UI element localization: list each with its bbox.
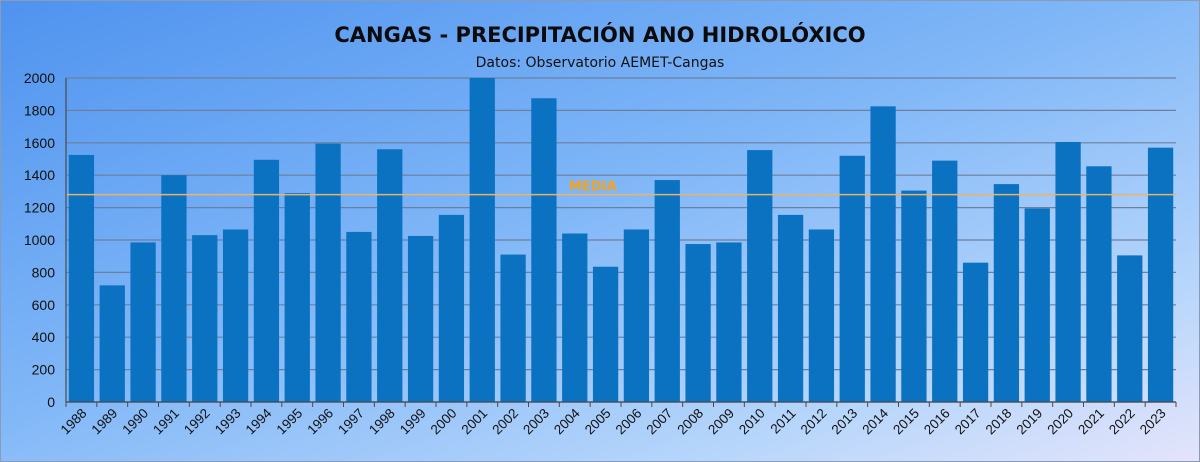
- x-tick-label: 1988: [58, 406, 90, 438]
- x-tick-label: 2002: [489, 406, 521, 438]
- y-tick-label: 400: [32, 329, 56, 345]
- gridlines: [66, 77, 1176, 403]
- bar-2012: [808, 229, 835, 402]
- x-tick-label: 2009: [705, 406, 737, 438]
- bar-1993: [222, 229, 249, 402]
- bar-1992: [192, 235, 218, 402]
- bar-2018: [993, 184, 1020, 402]
- bar-2017: [962, 262, 989, 402]
- bar-2004: [562, 233, 588, 402]
- bar-2002: [500, 254, 526, 402]
- bar-2008: [685, 244, 711, 402]
- x-tick-label: 2004: [551, 405, 583, 437]
- bar-2009: [716, 242, 742, 402]
- x-tick-label: 2010: [736, 406, 768, 438]
- bar-2022: [1117, 255, 1143, 402]
- x-tick-label: 1994: [243, 405, 275, 437]
- x-tick-label: 2017: [952, 406, 984, 438]
- x-tick-label: 2006: [613, 406, 645, 438]
- bar-2007: [654, 180, 680, 402]
- x-tick-label: 1997: [335, 406, 367, 438]
- x-tick-label: 1992: [181, 406, 213, 438]
- x-tick-label: 1996: [304, 406, 336, 438]
- y-tick-label: 200: [32, 362, 56, 378]
- x-tick-label: 1993: [212, 406, 244, 438]
- x-tick-label: 2014: [859, 405, 891, 437]
- bar-2020: [1055, 141, 1081, 403]
- bars: [68, 78, 1174, 403]
- bar-1988: [68, 154, 95, 402]
- bar-1999: [407, 235, 434, 402]
- y-tick-label: 800: [32, 264, 56, 280]
- x-tick-label: 2021: [1075, 406, 1107, 438]
- x-tick-label: 1989: [89, 406, 121, 438]
- bar-2021: [1086, 166, 1112, 402]
- x-tick-label: 1998: [366, 406, 398, 438]
- x-tick-label: 2018: [983, 406, 1015, 438]
- bar-1989: [99, 285, 125, 402]
- x-tick-label: 2000: [428, 406, 460, 438]
- y-tick-label: 1600: [24, 135, 55, 151]
- x-tick-label: 2023: [1137, 406, 1169, 438]
- bar-1998: [377, 149, 403, 402]
- x-tick-label: 2012: [798, 406, 830, 438]
- x-tick-label: 2005: [582, 406, 614, 438]
- mean-reference: MEDIA: [66, 180, 1176, 196]
- y-tick-label: 1400: [24, 167, 55, 183]
- bar-1994: [253, 159, 280, 402]
- x-tick-label: 2019: [1014, 406, 1046, 438]
- y-tick-label: 600: [32, 297, 56, 313]
- x-tick-label: 2020: [1044, 406, 1076, 438]
- y-tick-label: 0: [47, 394, 55, 410]
- bar-2000: [438, 214, 465, 402]
- x-tick-label: 1991: [150, 406, 182, 438]
- bar-1995: [284, 193, 310, 402]
- x-tick-label: 2016: [921, 406, 953, 438]
- x-tick-label: 2013: [829, 406, 861, 438]
- bar-2003: [531, 98, 557, 402]
- chart-title: CANGAS - PRECIPITACIÓN ANO HIDROLÓXICO: [334, 22, 865, 47]
- x-tick-label: 2003: [520, 406, 552, 438]
- x-tick-label: 2007: [644, 406, 676, 438]
- bar-2019: [1024, 208, 1050, 402]
- bar-2005: [592, 266, 619, 402]
- x-tick-label: 2015: [890, 406, 922, 438]
- bar-2015: [901, 190, 927, 402]
- x-tick-label: 1990: [119, 406, 151, 438]
- bar-2006: [623, 229, 650, 402]
- x-tick-label: 2022: [1106, 406, 1138, 438]
- bar-2010: [747, 150, 773, 402]
- y-tick-label: 1200: [24, 200, 55, 216]
- y-tick-label: 1000: [24, 232, 55, 248]
- bar-2011: [777, 214, 804, 402]
- y-tick-label: 2000: [24, 70, 55, 86]
- bar-2013: [839, 155, 865, 402]
- y-axis: 0 200 400 600 800 1000 1200 1400 1600 1800 2000: [24, 70, 55, 410]
- bar-2016: [932, 160, 958, 402]
- x-tick-label: 1999: [397, 406, 429, 438]
- bar-2023: [1147, 147, 1174, 402]
- media-label: MEDIA: [569, 180, 617, 195]
- x-tick-label: 2008: [674, 406, 706, 438]
- bar-1991: [161, 175, 187, 402]
- bar-2001: [469, 78, 495, 402]
- x-tick-label: 1995: [274, 406, 306, 438]
- chart-subtitle: Datos: Observatorio AEMET-Cangas: [476, 55, 725, 71]
- bar-2014: [870, 106, 896, 402]
- bar-1997: [346, 231, 372, 402]
- y-tick-label: 1800: [24, 102, 55, 118]
- x-tick-label: 2001: [459, 406, 491, 438]
- bar-1996: [315, 143, 341, 403]
- bar-1990: [130, 242, 156, 402]
- x-tick-label: 2011: [768, 406, 799, 437]
